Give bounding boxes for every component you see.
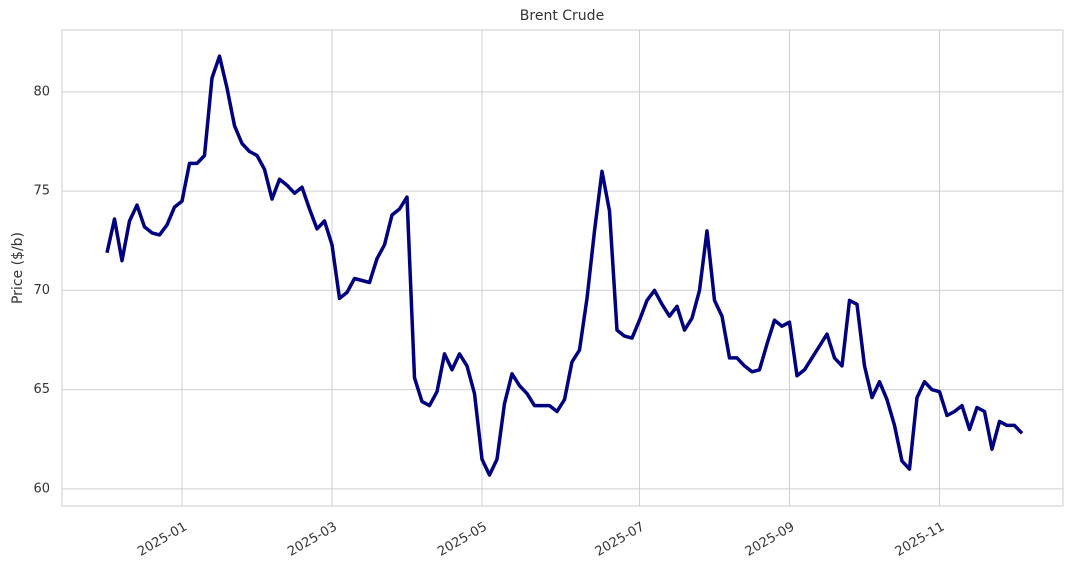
chart-title: Brent Crude [520, 8, 604, 24]
x-tick-label: 2025-11 [893, 520, 948, 560]
y-axis-label: Price ($/b) [10, 232, 26, 304]
y-tick-label: 65 [33, 382, 50, 397]
x-tick-label: 2025-03 [285, 520, 340, 560]
y-tick-label: 60 [33, 481, 50, 496]
price-line [105, 54, 1024, 477]
x-tick-label: 2025-05 [435, 520, 490, 560]
y-tick-label: 80 [33, 84, 50, 99]
plot-frame [61, 29, 1064, 507]
x-tick-label: 2025-07 [593, 520, 648, 560]
y-tick-label: 70 [33, 283, 50, 298]
x-tick-label: 2025-09 [743, 520, 798, 560]
x-tick-label: 2025-01 [135, 520, 190, 560]
y-tick-label: 75 [33, 184, 50, 199]
